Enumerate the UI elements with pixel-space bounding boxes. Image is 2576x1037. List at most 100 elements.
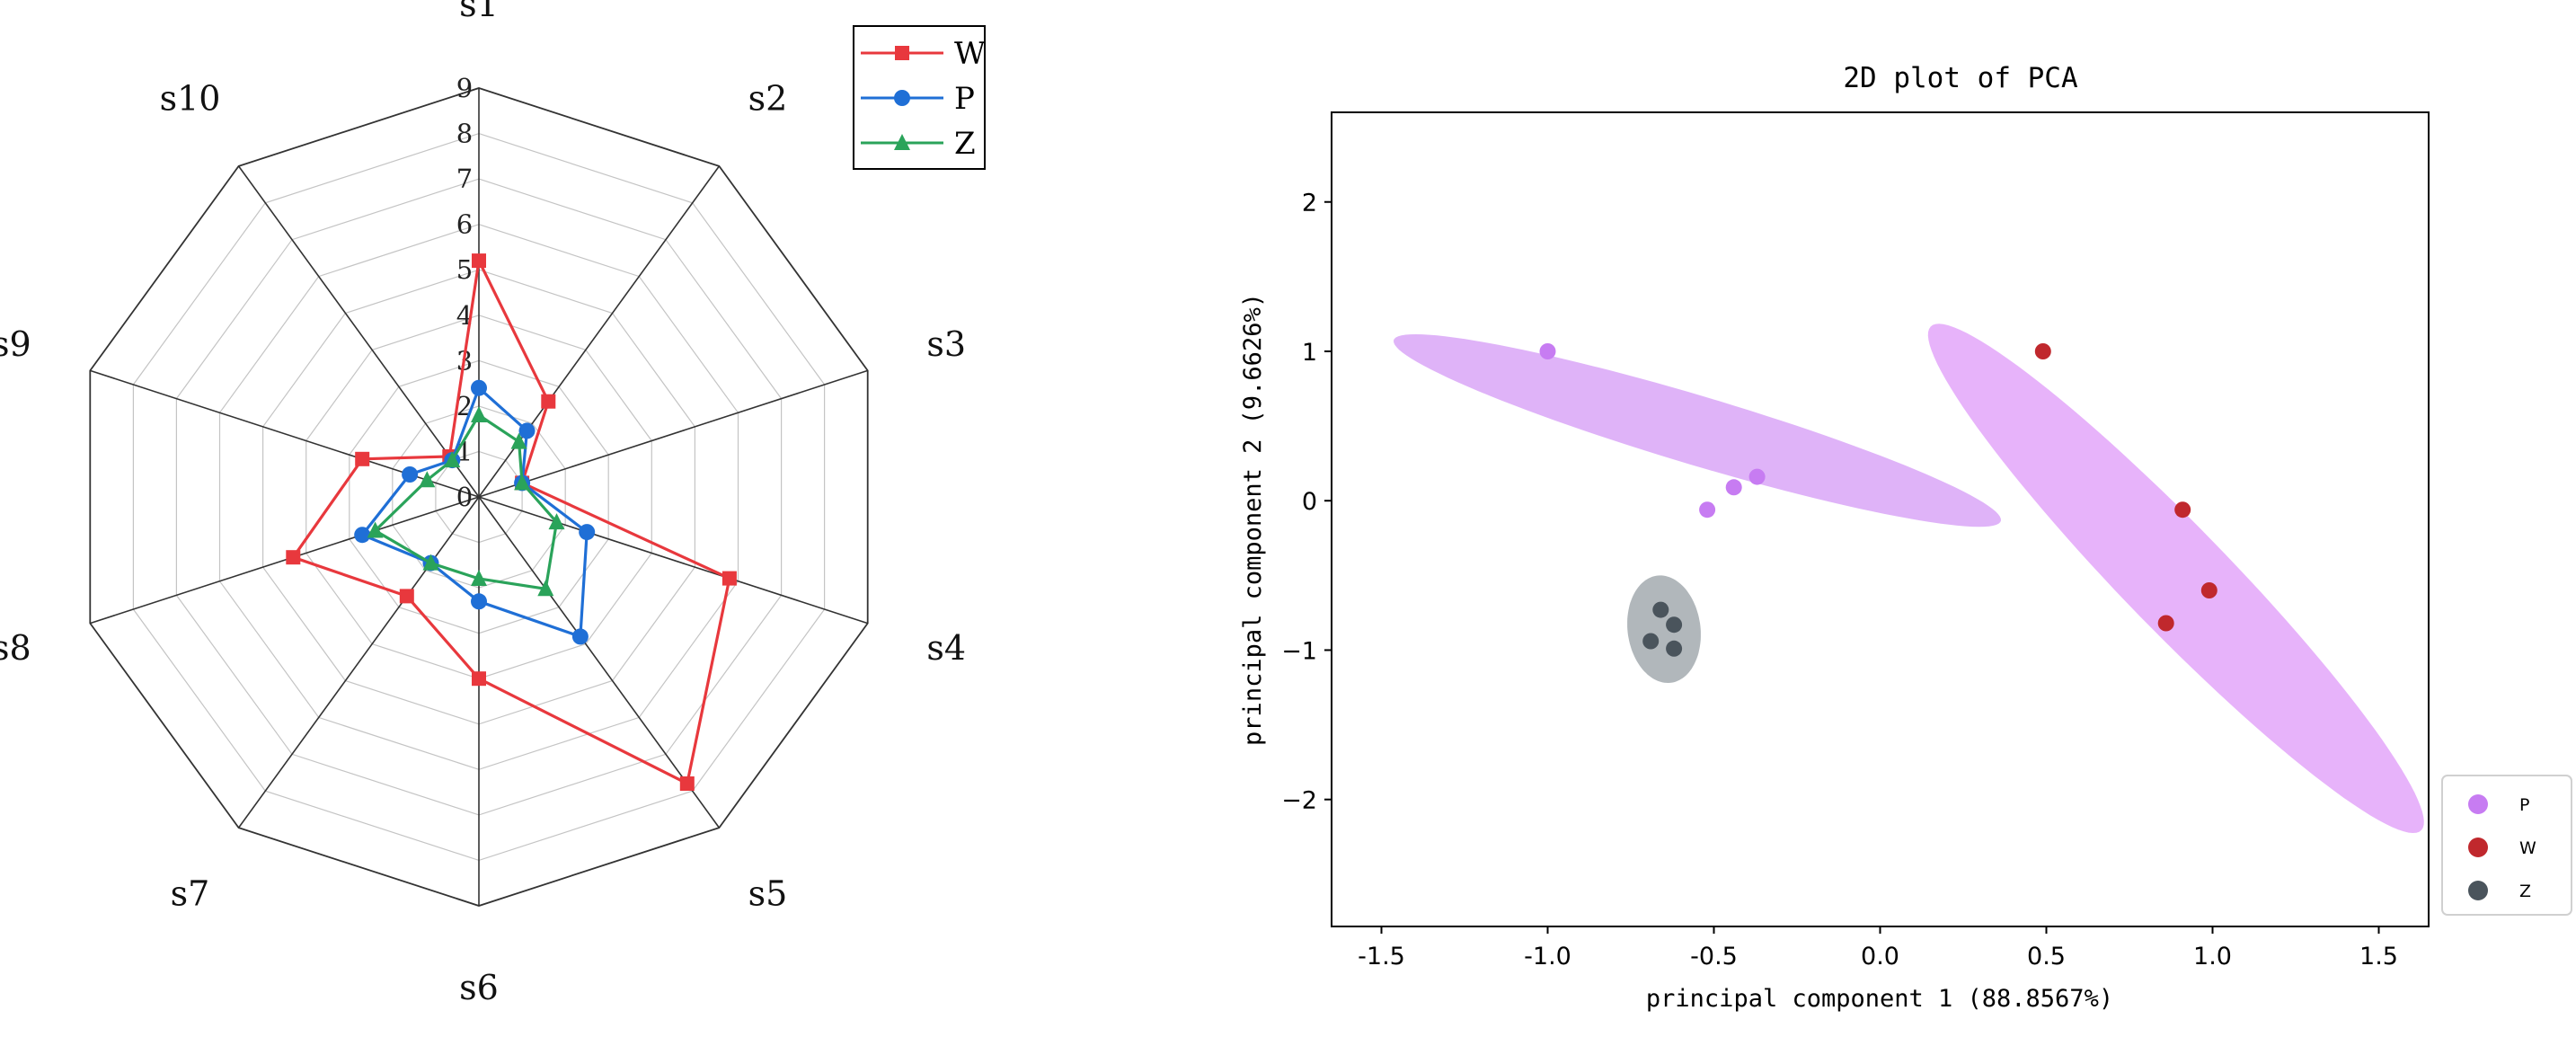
radar-axis-label-s8: s8 <box>0 628 31 668</box>
pca-point-P-4 <box>1748 468 1766 485</box>
pca-title: 2D plot of PCA <box>1843 62 2078 94</box>
pca-legend-label-W: W <box>2519 838 2536 858</box>
radar-line-W <box>290 255 731 786</box>
pca-chart: 2D plot of PCA -1.5 -1.0 -0.5 0.0 0.5 1.0 1.5 … <box>1239 62 2572 1013</box>
pca-y-tick-label: 0 <box>1302 488 1317 516</box>
radar-grid <box>89 87 869 907</box>
radar-point-W-s6 <box>472 671 486 687</box>
radar-legend-item-Z: Z <box>861 126 976 162</box>
pca-y-tick-label: −2 <box>1281 787 1317 815</box>
pca-legend-label-P: P <box>2519 795 2529 815</box>
pca-legend-marker-Z <box>2468 881 2488 900</box>
radar-point-W-s8 <box>286 550 301 565</box>
radar-point-W-s1 <box>472 253 486 269</box>
radar-point-W-s2 <box>541 394 556 409</box>
radar-point-Z-s9 <box>419 471 436 488</box>
radar-axis-label-s4: s4 <box>926 628 966 668</box>
radar-axis-label-s1: s1 <box>459 0 499 24</box>
radar-point-Z-s2 <box>510 432 527 449</box>
radar-tick-label: 5 <box>456 254 473 285</box>
radar-point-P-s2 <box>518 422 536 439</box>
radar-tick-label: 6 <box>456 209 473 240</box>
radar-axis-label-s9: s9 <box>0 324 31 364</box>
pca-legend-item-Z: Z <box>2468 881 2531 901</box>
radar-point-P-s5 <box>571 628 589 645</box>
radar-point-Z-s1 <box>471 406 487 422</box>
pca-point-P-3 <box>1725 479 1742 496</box>
pca-legend-item-P: P <box>2468 794 2529 815</box>
radar-tick-label: 8 <box>456 119 473 149</box>
radar-axis-labels: s1 s2 s3 s4 s5 s6 s7 s8 s9 s10 <box>0 0 966 1007</box>
pca-legend-marker-W <box>2468 838 2488 857</box>
pca-legend: P W Z <box>2441 775 2572 916</box>
pca-legend-item-W: W <box>2468 838 2536 858</box>
radar-axis-label-s5: s5 <box>748 874 788 914</box>
pca-x-tick-label: 0.5 <box>2027 943 2066 971</box>
radar-point-P-s6 <box>471 593 487 610</box>
pca-ellipses <box>1394 324 2424 833</box>
radar-point-P-s1 <box>471 379 487 396</box>
radar-point-Z-s5 <box>537 580 554 597</box>
pca-y-tick-label: 1 <box>1302 339 1317 367</box>
pca-x-axis-label: principal component 1 (88.8567%) <box>1646 985 2113 1013</box>
pca-point-P-2 <box>1699 501 1716 518</box>
radar-axis-label-s6: s6 <box>459 968 499 1007</box>
pca-point-W-1 <box>2034 343 2051 359</box>
pca-point-Z-4 <box>1666 640 1683 657</box>
radar-axis-label-s10: s10 <box>160 79 221 119</box>
pca-y-tick-label: 2 <box>1302 190 1317 217</box>
radar-legend-marker-Z <box>894 134 910 150</box>
radar-tick-label: 7 <box>456 164 473 194</box>
pca-y-tick-label: −1 <box>1281 637 1317 665</box>
pca-x-tick-label: 1.0 <box>2193 943 2232 971</box>
pca-y-axis-label: principal component 2 (9.6626%) <box>1239 293 1267 746</box>
radar-tick-label: 0 <box>456 482 473 512</box>
radar-legend-marker-W <box>895 46 909 60</box>
radar-point-W-s9 <box>355 451 370 466</box>
radar-spoke-s10 <box>237 165 480 498</box>
pca-point-W-2 <box>2174 501 2191 518</box>
radar-point-W-s5 <box>679 776 695 791</box>
radar-axis-label-s2: s2 <box>748 79 788 119</box>
radar-legend-marker-P <box>894 90 910 106</box>
pca-legend-box <box>2441 775 2572 916</box>
radar-point-P-s8 <box>354 527 371 544</box>
radar-point-W-s7 <box>399 589 414 604</box>
radar-spoke-s5 <box>478 496 721 829</box>
radar-point-Z-s4 <box>548 513 565 530</box>
pca-x-ticks: -1.5 -1.0 -0.5 0.0 0.5 1.0 1.5 <box>1358 926 2398 971</box>
pca-x-tick-label: -1.5 <box>1358 943 1405 971</box>
pca-legend-label-Z: Z <box>2519 882 2531 901</box>
radar-tick-label: 9 <box>456 73 473 103</box>
pca-point-W-4 <box>2157 615 2174 632</box>
radar-spoke-s4 <box>478 496 868 625</box>
pca-point-P-1 <box>1539 343 1556 359</box>
radar-axis-label-s7: s7 <box>171 874 210 914</box>
pca-point-Z-1 <box>1652 601 1669 618</box>
radar-point-P-s4 <box>579 524 596 541</box>
radar-spoke-s3 <box>478 369 868 498</box>
radar-point-P-s9 <box>402 466 419 483</box>
pca-ellipse-W <box>1927 324 2424 833</box>
pca-x-tick-label: -1.0 <box>1524 943 1571 971</box>
pca-x-tick-label: 1.5 <box>2359 943 2398 971</box>
radar-legend-label-W: W <box>954 36 986 72</box>
pca-legend-marker-P <box>2468 794 2488 814</box>
radar-series-W <box>286 253 737 791</box>
pca-y-ticks: 2 1 0 −1 −2 <box>1281 190 1332 815</box>
radar-point-Z-s7 <box>422 554 439 571</box>
pca-x-tick-label: 0.0 <box>1861 943 1899 971</box>
radar-axis-label-s3: s3 <box>926 324 966 364</box>
pca-x-tick-label: -0.5 <box>1690 943 1738 971</box>
radar-series-P <box>354 379 596 645</box>
pca-point-Z-3 <box>1642 633 1660 650</box>
pca-plot-frame <box>1331 111 2430 927</box>
pca-point-W-3 <box>2200 582 2217 598</box>
radar-legend-label-Z: Z <box>954 126 976 162</box>
pca-ellipse-P <box>1394 334 2001 527</box>
pca-ellipse-Z <box>1627 575 1701 683</box>
radar-spoke-s9 <box>90 369 480 498</box>
radar-point-Z-s10 <box>444 451 461 468</box>
radar-point-Z-s3 <box>514 474 531 491</box>
